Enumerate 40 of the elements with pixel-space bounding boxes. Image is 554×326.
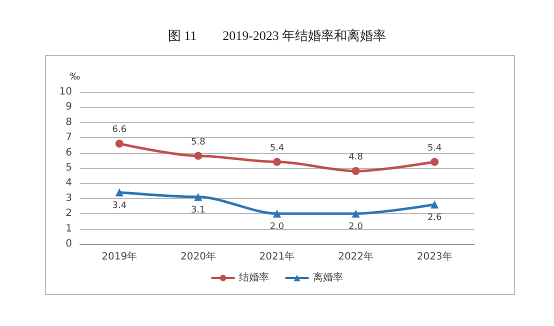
- point: [352, 167, 360, 176]
- data-label: 5.8: [191, 137, 206, 148]
- y-axis-title: ‰: [70, 72, 80, 82]
- data-label: 6.6: [112, 125, 127, 136]
- point: [115, 140, 124, 148]
- y-tick-label: 9: [66, 102, 72, 113]
- point: [194, 192, 202, 201]
- y-tick-label: 7: [66, 132, 72, 144]
- point: [273, 158, 281, 166]
- data-label: 3.1: [191, 205, 206, 216]
- y-tick-label: 5: [66, 162, 72, 174]
- legend-label: 结婚率: [239, 272, 269, 284]
- data-label: 2.6: [427, 212, 442, 223]
- data-label: 3.4: [112, 200, 127, 211]
- point: [194, 152, 202, 160]
- legend-label: 离婚率: [313, 272, 343, 284]
- y-tick-label: 8: [66, 116, 72, 128]
- y-tick-label: 4: [66, 178, 72, 189]
- y-tick-label: 0: [66, 238, 72, 250]
- point: [352, 210, 360, 218]
- data-label: 2.0: [348, 222, 364, 232]
- chart-title: 图 11 2019-2023 年结婚率和离婚率: [168, 28, 386, 43]
- point: [430, 200, 439, 208]
- data-label: 5.4: [427, 143, 442, 154]
- point: [430, 158, 439, 166]
- y-tick-label: 2: [66, 208, 72, 220]
- x-tick-label: 2021年: [259, 250, 295, 262]
- data-label: 5.4: [270, 143, 284, 154]
- y-tick-label: 3: [66, 192, 72, 204]
- point: [115, 188, 124, 196]
- y-tick-label: 6: [66, 147, 72, 158]
- x-tick-label: 2022年: [338, 250, 374, 262]
- data-label: 2.0: [270, 222, 284, 232]
- data-label: 4.8: [348, 152, 364, 163]
- x-tick-label: 2023年: [416, 250, 452, 262]
- y-tick-label: 1: [66, 223, 72, 234]
- y-tick-label: 10: [59, 86, 72, 98]
- point: [273, 210, 281, 218]
- x-tick-label: 2020年: [180, 250, 216, 262]
- x-tick-label: 2019年: [102, 250, 138, 262]
